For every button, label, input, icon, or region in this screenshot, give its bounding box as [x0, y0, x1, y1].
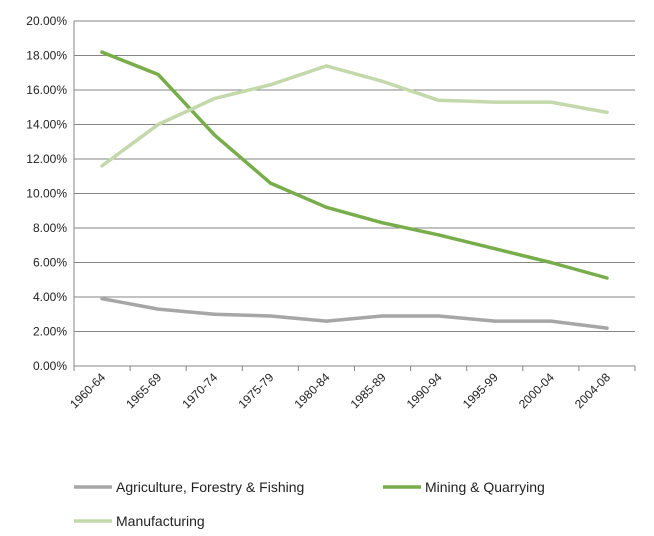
x-tick-label: 1995-99 [460, 370, 501, 411]
data-point [156, 307, 160, 311]
x-tick-label: 2004-08 [572, 370, 613, 411]
x-tick-label: 1990-94 [404, 370, 445, 411]
data-point [605, 326, 609, 330]
data-point [549, 260, 553, 265]
data-point [156, 122, 160, 127]
x-tick-label: 1970-74 [179, 370, 220, 411]
x-tick-label: 1980-84 [292, 370, 333, 411]
data-point [268, 83, 272, 87]
axes [73, 21, 636, 371]
data-point [493, 247, 497, 251]
y-tick-label: 0.00% [33, 359, 67, 373]
data-point [437, 314, 441, 318]
x-tick-label: 1965-69 [123, 370, 164, 411]
data-point [380, 221, 385, 225]
data-point [212, 97, 216, 101]
series-line-0 [100, 296, 609, 330]
data-point [268, 181, 272, 185]
x-tick-label: 1985-89 [348, 370, 389, 411]
data-point [549, 319, 553, 323]
y-tick-label: 4.00% [33, 290, 67, 304]
x-tick-label: 2000-04 [516, 370, 557, 411]
series-line-2 [100, 64, 609, 168]
legend: Agriculture, Forestry & Fishing Mining & … [74, 479, 545, 529]
data-point [268, 314, 272, 318]
y-tick-label: 16.00% [26, 83, 67, 97]
data-point [212, 133, 216, 137]
y-tick-label: 20.00% [26, 14, 67, 28]
data-point [549, 100, 553, 104]
y-tick-label: 12.00% [26, 152, 67, 166]
legend-label: Mining & Quarrying [425, 479, 545, 495]
data-point [100, 297, 104, 301]
y-tick-label: 2.00% [33, 325, 67, 339]
legend-label: Agriculture, Forestry & Fishing [116, 479, 304, 495]
y-tick-label: 6.00% [33, 256, 67, 270]
data-point [605, 276, 609, 280]
series-line-1 [100, 50, 609, 280]
data-point [156, 72, 160, 77]
legend-label: Manufacturing [116, 513, 205, 529]
data-point [324, 205, 329, 209]
y-tick-label: 8.00% [33, 221, 67, 235]
data-point [437, 233, 441, 237]
data-point [380, 314, 385, 318]
data-point [324, 319, 329, 323]
gridlines [74, 20, 635, 332]
y-axis-tick-labels: 0.00% 2.00% 4.00% 6.00% 8.00% 10.00% 12.00% 14.… [26, 14, 67, 373]
data-point [100, 164, 104, 168]
y-tick-label: 10.00% [26, 187, 67, 201]
data-point [100, 50, 104, 54]
y-tick-label: 14.00% [26, 118, 67, 132]
data-point [380, 79, 385, 83]
data-point [437, 98, 441, 102]
data-point [493, 100, 497, 104]
data-point [324, 64, 329, 68]
y-tick-label: 18.00% [26, 49, 67, 63]
data-point [493, 319, 497, 323]
data-point [212, 312, 216, 316]
x-tick-label: 1960-64 [67, 370, 108, 411]
x-axis-tick-labels: 1960-64 1965-69 1970-74 1975-79 1980-84 1985-… [67, 370, 613, 411]
data-series [100, 50, 609, 330]
x-tick-label: 1975-79 [235, 370, 276, 411]
data-point [605, 110, 609, 115]
